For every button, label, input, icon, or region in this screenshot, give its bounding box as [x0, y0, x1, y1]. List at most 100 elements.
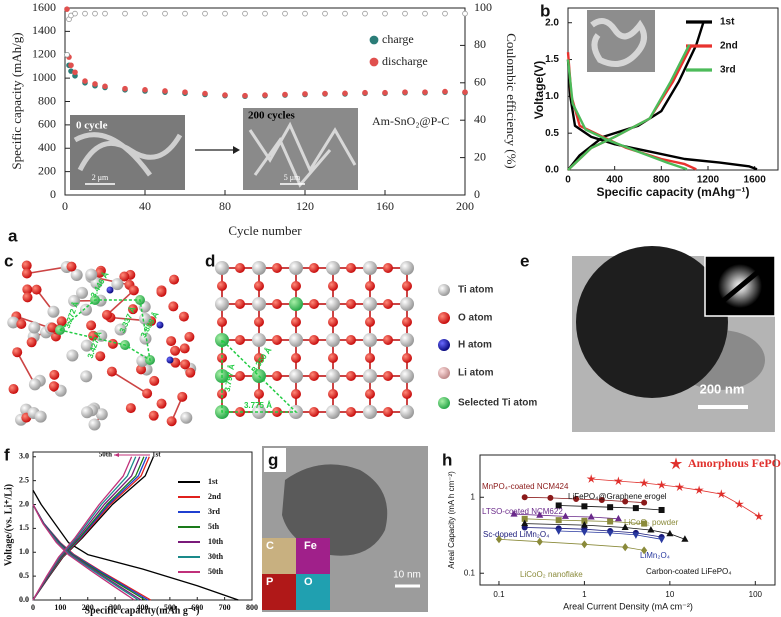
x-tick-label: 200	[82, 603, 94, 612]
atom	[235, 263, 245, 273]
y-tick-label: 2.0	[545, 17, 559, 28]
atom	[363, 369, 377, 383]
atom	[346, 371, 356, 381]
atom	[156, 398, 167, 409]
panel-label: c	[4, 251, 13, 270]
marker	[162, 10, 168, 17]
atom	[289, 261, 303, 275]
atom	[346, 263, 356, 273]
marker	[547, 494, 554, 501]
marker	[102, 10, 108, 17]
atom	[68, 294, 81, 307]
distance-label: 3.797 Å	[223, 363, 237, 392]
atom	[400, 261, 414, 275]
map-label: O	[304, 576, 313, 588]
atom	[309, 407, 319, 417]
atom	[85, 268, 98, 281]
legend-atom	[438, 339, 450, 351]
scale-label: 5 μm	[284, 173, 301, 182]
legend-text: 1st	[208, 477, 218, 486]
arrow-head	[114, 453, 119, 457]
marker	[242, 92, 248, 99]
marker	[607, 504, 614, 511]
marker	[369, 35, 379, 45]
atom	[106, 366, 117, 377]
y-tick-label: 800	[38, 93, 56, 107]
atom	[166, 356, 174, 364]
marker	[322, 10, 328, 17]
atom	[309, 263, 319, 273]
scale-label: 10 nm	[393, 570, 421, 581]
marker	[716, 489, 726, 499]
atom	[28, 378, 41, 391]
x-tick-label: 1600	[744, 175, 767, 186]
atom	[106, 286, 114, 294]
atom	[252, 297, 266, 311]
atom	[101, 309, 112, 320]
marker	[302, 10, 308, 17]
legend-text: 3rd	[720, 65, 736, 76]
marker	[521, 494, 528, 501]
atom	[215, 261, 229, 275]
arrow-head	[233, 146, 240, 154]
atom	[383, 371, 393, 381]
atom	[49, 369, 60, 380]
y-axis-label: Voltage(V)	[532, 61, 546, 119]
atom	[252, 261, 266, 275]
x-tick-label: 300	[109, 603, 121, 612]
atom	[21, 260, 32, 271]
atom	[383, 335, 393, 345]
marker	[64, 6, 70, 12]
atom	[139, 332, 152, 345]
legend-text: charge	[382, 32, 414, 46]
x-tick-label: 100	[54, 603, 66, 612]
atom	[177, 391, 188, 402]
legend-text: H atom	[458, 340, 492, 351]
marker	[122, 85, 128, 92]
marker	[622, 543, 629, 552]
legend-text: 5th	[208, 522, 220, 531]
atom	[22, 284, 33, 295]
atom	[86, 320, 97, 331]
atom	[66, 261, 77, 272]
series-label: LTSO-coated NCM622	[482, 507, 563, 516]
marker	[613, 476, 624, 486]
series-label: Amorphous FePO₄	[688, 456, 781, 470]
atom	[326, 405, 340, 419]
marker	[142, 87, 148, 93]
atom	[272, 263, 282, 273]
y-tick-label: 0.1	[464, 568, 476, 577]
marker	[536, 537, 543, 546]
series-label: LiMn₂O₄	[640, 551, 670, 560]
x-tick-label: 200	[456, 199, 474, 213]
panel-f: Specific capacity(mAh g⁻¹) Voltage/(vs. …	[3, 451, 258, 617]
series-line	[32, 456, 135, 601]
atom	[328, 281, 338, 291]
atom	[34, 410, 47, 423]
marker	[641, 499, 648, 506]
marker	[442, 88, 448, 95]
atom	[215, 297, 229, 311]
y-tick-label: 1000	[32, 70, 56, 84]
atom	[291, 353, 301, 363]
atom	[26, 337, 37, 348]
panel-d: Ti atom O atom H atom Li atom Selected T…	[215, 261, 537, 419]
atom	[178, 311, 189, 322]
x-tick-label: 400	[606, 175, 623, 186]
atom	[326, 369, 340, 383]
atom	[16, 318, 27, 329]
marker	[362, 10, 368, 17]
atom	[169, 274, 180, 285]
marker	[92, 10, 98, 17]
distance-lines	[59, 299, 152, 362]
series-label: LiFePO₄@Graphene erogel	[568, 492, 667, 501]
marker	[555, 502, 562, 509]
atom	[180, 411, 193, 424]
y2-tick-label: 40	[474, 112, 486, 126]
x-axis-label: Specific capacity(mAh g⁻¹)	[85, 605, 200, 616]
y-tick-label: 400	[38, 140, 56, 154]
atom	[21, 268, 32, 279]
marker	[641, 520, 648, 527]
x-tick-label: 800	[653, 175, 670, 186]
